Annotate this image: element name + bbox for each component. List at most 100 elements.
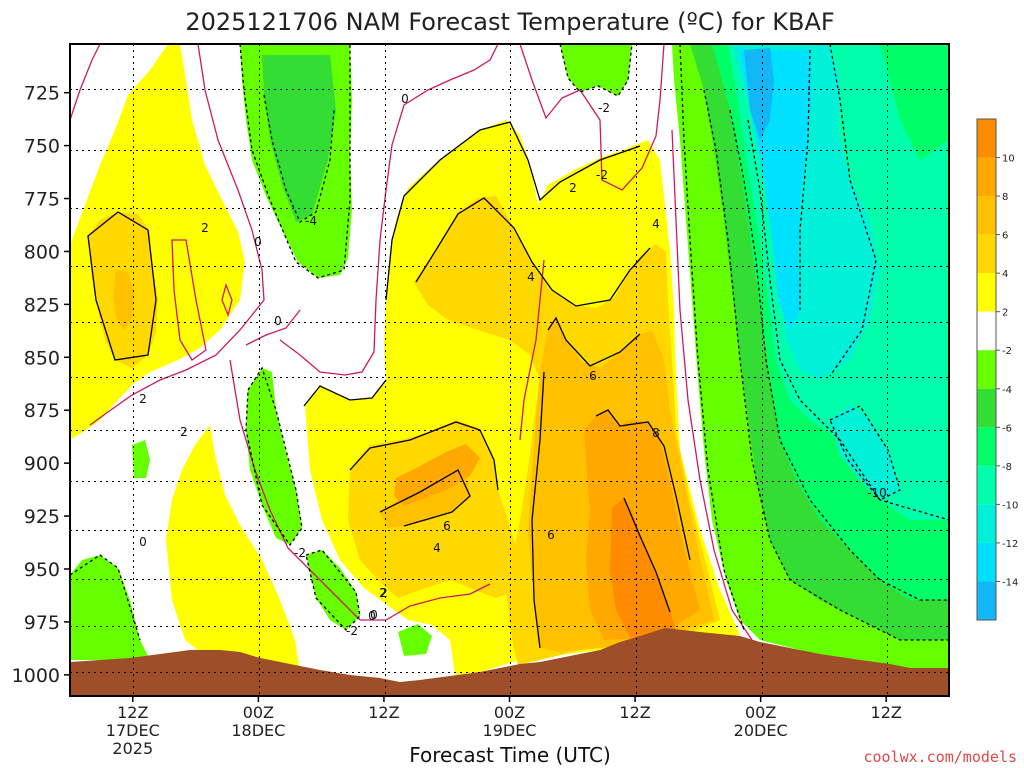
contour-label: -2: [598, 101, 610, 115]
x-tick-label: 12Z: [117, 703, 148, 722]
isotherm-6-left: [531, 371, 545, 649]
colorbar-label: 8: [1002, 192, 1008, 203]
contour-label: -2: [596, 168, 608, 182]
zero-isotherm-mid-upper: [279, 44, 499, 376]
colorbar-band: [977, 119, 996, 158]
cold-pocket-lower: [306, 550, 360, 630]
zero-isotherm-rim: [221, 282, 233, 318]
y-tick-label: 725: [24, 83, 60, 105]
colorbar-band: [977, 157, 996, 197]
contour-label: 6: [443, 519, 451, 533]
y-tick-label: 775: [24, 189, 60, 211]
colorbar: 10 8 6 4 2 -2 -4 -6 -8 -10 -12 -14: [976, 118, 1018, 621]
isotherm-neg8-front: [747, 119, 949, 521]
isotherm-neg2-top-right: [559, 44, 633, 97]
contour-label: 4: [433, 541, 441, 555]
isotherm-neg2-front: [679, 44, 745, 631]
contour-label: -2: [346, 624, 358, 638]
contour-labels: 0 -2 2 -4 0 2 4 2 0 -2 4 2 2 0 0 -2 6 4 …: [139, 92, 887, 638]
colorbar-band: [977, 196, 996, 235]
warm-core-10to12: [610, 498, 676, 638]
colorbar-band: [977, 581, 996, 620]
contour-label: -4: [305, 214, 317, 228]
isotherm-4-center: [415, 197, 651, 307]
isotherm-8: [595, 409, 691, 561]
contour-label: 2: [380, 586, 388, 600]
contour-label: 8: [652, 426, 660, 440]
y-tick-label: 975: [24, 612, 60, 634]
y-tick-label: 750: [24, 136, 60, 158]
contour-label: 2: [139, 392, 147, 406]
isotherm-neg2-pocket-lower: [305, 549, 361, 631]
contour-lines: [70, 44, 949, 649]
isotherm-neg6-front: [729, 109, 949, 601]
isotherm-2-left-tongue: [303, 379, 387, 407]
colorbar-band: [977, 427, 996, 466]
colorbar-band: [977, 504, 996, 543]
colorbar-band: [977, 388, 996, 428]
colorbar-label: -6: [1002, 423, 1012, 434]
colorbar-label: -14: [1002, 577, 1018, 588]
isotherm-neg2-bottom-left: [70, 554, 141, 641]
x-tick-date: 18DEC: [231, 721, 285, 740]
x-tick-date: 17DEC: [106, 721, 160, 740]
zero-isotherm-front: [671, 129, 753, 641]
isotherm-lower-warm-2: [379, 469, 471, 527]
isotherm-neg4-front: [703, 89, 949, 641]
cold-pocket-edge: [132, 440, 150, 478]
colorbar-label: -10: [1002, 500, 1018, 511]
cold-pocket-tiny: [398, 624, 432, 656]
zero-isotherm-far-left: [70, 44, 101, 121]
colorbar-band: [977, 542, 996, 582]
y-tick-label: 1000: [12, 665, 60, 687]
colorbar-label: -12: [1002, 539, 1018, 550]
x-tick-label: 12Z: [368, 703, 399, 722]
zero-isotherm-mid: [245, 309, 301, 346]
contour-label: 0: [274, 314, 282, 328]
contour-label: 2: [569, 181, 577, 195]
contour-label: -2: [294, 546, 306, 560]
colorbar-label: 6: [1002, 231, 1008, 242]
cold-intrusion-top-core: [262, 55, 336, 222]
isotherm-10: [623, 497, 671, 613]
isotherm-neg4-top: [263, 94, 335, 223]
contour-label: 0: [254, 235, 262, 249]
contour-label: 2: [180, 425, 188, 439]
y-tick-label: 875: [24, 400, 60, 422]
contour-label: 4: [652, 217, 660, 231]
x-axis-title: Forecast Time (UTC): [409, 743, 611, 767]
cold-core-below-14: [744, 48, 774, 140]
colorbar-band: [977, 273, 996, 312]
contour-label: 2: [379, 586, 387, 600]
isotherm-lower-warm: [349, 421, 499, 491]
y-tick-label: 850: [24, 347, 60, 369]
chart-title: 2025121706 NAM Forecast Temperature (ºC)…: [185, 8, 834, 36]
x-tick-label: 00Z: [494, 703, 525, 722]
y-tick-label: 950: [24, 559, 60, 581]
zero-isotherm-center-right: [519, 259, 545, 441]
contour-label: 4: [527, 270, 535, 284]
colorbar-band: [977, 234, 996, 274]
contour-label: 2: [201, 221, 209, 235]
y-tick-label: 800: [24, 241, 60, 263]
x-tick-label: 00Z: [745, 703, 776, 722]
warm-band-lower-left: [166, 425, 300, 672]
temperature-field: [70, 44, 949, 696]
x-tick-date: 20DEC: [734, 721, 788, 740]
warm-core-inner-peak: [394, 444, 480, 506]
cold-region-bottom-left: [70, 555, 150, 660]
isotherm-neg10-upper: [829, 44, 877, 377]
zero-isotherm-left: [89, 44, 265, 426]
colorbar-band: [977, 350, 996, 389]
x-tick-label: 12Z: [619, 703, 650, 722]
y-tick-label: 825: [24, 294, 60, 316]
isotherm-left-blob: [87, 211, 157, 361]
cold-pocket-left: [246, 368, 302, 545]
contour-label: 6: [589, 369, 597, 383]
contour-label: 6: [547, 528, 555, 542]
y-tick-label: 900: [24, 453, 60, 475]
colorbar-label: -8: [1002, 462, 1012, 473]
x-tick-label: 00Z: [243, 703, 274, 722]
cold-cell-top-right: [560, 44, 632, 96]
